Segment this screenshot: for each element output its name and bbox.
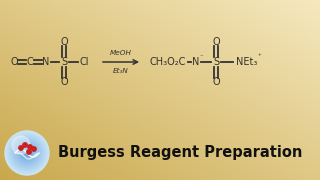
Text: N: N	[192, 57, 200, 67]
Text: S: S	[61, 57, 67, 67]
Circle shape	[19, 145, 35, 161]
Circle shape	[15, 141, 39, 165]
Text: CH₃O₂C: CH₃O₂C	[150, 57, 186, 67]
Text: O: O	[60, 37, 68, 47]
Circle shape	[9, 135, 45, 171]
Text: O: O	[10, 57, 18, 67]
Text: Et₃N: Et₃N	[113, 68, 129, 74]
Circle shape	[24, 150, 30, 156]
Text: Cl: Cl	[79, 57, 89, 67]
Circle shape	[25, 151, 29, 155]
Text: O: O	[212, 37, 220, 47]
Circle shape	[11, 137, 43, 169]
Circle shape	[27, 150, 31, 154]
Text: O: O	[212, 77, 220, 87]
Text: O: O	[60, 77, 68, 87]
Text: MeOH: MeOH	[110, 50, 132, 56]
Text: Burgess Reagent Preparation: Burgess Reagent Preparation	[58, 145, 302, 161]
Text: S: S	[213, 57, 219, 67]
Text: ⁻: ⁻	[200, 54, 204, 60]
Circle shape	[14, 140, 40, 166]
Circle shape	[16, 142, 38, 164]
Circle shape	[5, 131, 49, 175]
Circle shape	[13, 139, 41, 167]
Circle shape	[28, 145, 32, 149]
Text: ⁺: ⁺	[258, 54, 262, 60]
Circle shape	[17, 143, 37, 163]
Circle shape	[19, 146, 23, 150]
Circle shape	[22, 148, 32, 158]
Circle shape	[8, 134, 46, 172]
Circle shape	[26, 152, 28, 154]
Circle shape	[20, 146, 34, 160]
Text: N: N	[42, 57, 50, 67]
Circle shape	[12, 136, 30, 154]
Circle shape	[7, 133, 47, 173]
Text: NEt₃: NEt₃	[236, 57, 257, 67]
Circle shape	[23, 143, 27, 147]
Circle shape	[18, 144, 36, 162]
Circle shape	[6, 132, 48, 174]
Text: C: C	[27, 57, 33, 67]
Circle shape	[32, 147, 36, 151]
Circle shape	[12, 138, 42, 168]
Circle shape	[23, 149, 31, 157]
Circle shape	[10, 136, 44, 170]
Circle shape	[21, 147, 33, 159]
